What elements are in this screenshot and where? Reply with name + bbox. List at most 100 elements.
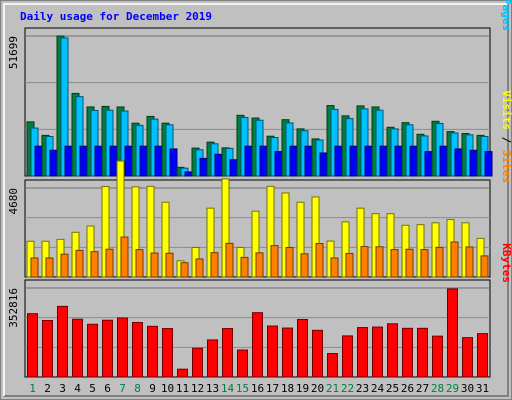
bar-sites-day-15 [240, 256, 249, 278]
panel-kbytes: 352816 KBytes [7, 243, 512, 378]
bar-kbytes-day-31 [477, 333, 488, 378]
chart-bevel [3, 3, 509, 397]
bar-pages-day-25 [394, 145, 403, 177]
y-max-label: 4680 [7, 188, 20, 215]
bar-kbytes-day-3 [57, 305, 68, 378]
bar-sites-day-19 [300, 253, 309, 278]
x-tick-label: 25 [386, 382, 399, 395]
bar-pages-day-29 [454, 148, 463, 177]
legend-entry-4: Pages [500, 0, 512, 31]
bar-sites-day-18 [285, 247, 294, 278]
bar-kbytes-day-14 [222, 328, 233, 378]
bar-kbytes-day-8 [132, 322, 143, 378]
bar-pages-day-2 [49, 149, 58, 177]
bar-sites-day-8 [135, 249, 144, 278]
bar-sites-day-11 [180, 262, 189, 278]
bar-kbytes-day-15 [237, 349, 248, 378]
bar-pages-day-22 [349, 145, 358, 177]
bar-pages-day-14 [229, 159, 238, 177]
x-tick-label: 9 [149, 382, 156, 395]
x-tick-label: 20 [311, 382, 324, 395]
x-tick-label: 11 [176, 382, 189, 395]
x-tick-label: 27 [416, 382, 429, 395]
x-tick-label: 31 [476, 382, 489, 395]
panel-visits_sites: 4680 Visits / Sites [7, 90, 512, 278]
bar-sites-day-23 [360, 246, 369, 278]
bar-pages-day-31 [484, 151, 493, 177]
bar-sites-day-27 [420, 249, 429, 278]
bar-pages-day-28 [439, 145, 448, 177]
bar-kbytes-day-20 [312, 329, 323, 378]
bar-sites-day-10 [165, 252, 174, 278]
legend-entry-0: Visits [500, 90, 512, 130]
bar-pages-day-7 [124, 145, 133, 177]
bar-kbytes-day-13 [207, 339, 218, 378]
x-tick-label: 30 [461, 382, 474, 395]
bar-pages-day-17 [274, 151, 283, 177]
bar-sites-day-7 [120, 236, 129, 278]
bar-pages-day-8 [139, 145, 148, 177]
bar-sites-day-24 [375, 246, 384, 278]
x-tick-label: 21 [326, 382, 339, 395]
bar-kbytes-day-9 [147, 325, 158, 378]
bar-kbytes-day-6 [102, 319, 113, 378]
bar-sites-day-1 [30, 257, 39, 278]
bar-sites-day-20 [315, 243, 324, 278]
bar-pages-day-1 [34, 145, 43, 177]
bar-pages-day-18 [289, 145, 298, 177]
bar-pages-day-19 [304, 145, 313, 177]
bar-kbytes-day-19 [297, 318, 308, 378]
bar-sites-day-17 [270, 245, 279, 278]
bar-kbytes-day-18 [282, 327, 293, 378]
bar-kbytes-day-5 [87, 323, 98, 378]
bar-kbytes-day-4 [72, 318, 83, 378]
bar-pages-day-12 [199, 157, 208, 177]
x-tick-label: 8 [134, 382, 141, 395]
chart-title: Daily usage for December 2019 [20, 10, 212, 23]
bar-sites-day-30 [465, 246, 474, 278]
bar-sites-day-28 [435, 246, 444, 278]
legend-entry-0: KBytes [500, 243, 512, 283]
bar-kbytes-day-30 [462, 337, 473, 378]
bar-sites-day-6 [105, 248, 114, 278]
bar-pages-day-9 [154, 145, 163, 177]
x-tick-label: 3 [59, 382, 66, 395]
bar-pages-day-24 [379, 145, 388, 177]
bar-sites-day-26 [405, 248, 414, 278]
bar-pages-day-26 [409, 145, 418, 177]
x-tick-label: 29 [446, 382, 459, 395]
x-tick-label: 19 [296, 382, 309, 395]
bar-pages-day-3 [64, 145, 73, 177]
x-tick-label: 12 [191, 382, 204, 395]
bar-kbytes-day-16 [252, 312, 263, 378]
bar-kbytes-day-25 [387, 323, 398, 378]
y-max-label: 352816 [7, 288, 20, 328]
bar-pages-day-5 [94, 145, 103, 177]
x-tick-label: 15 [236, 382, 249, 395]
x-tick-label: 24 [371, 382, 385, 395]
x-tick-label: 5 [89, 382, 96, 395]
x-tick-label: 4 [74, 382, 81, 395]
x-tick-label: 13 [206, 382, 219, 395]
bar-kbytes-day-27 [417, 327, 428, 378]
bar-sites-day-16 [255, 252, 264, 278]
bar-kbytes-day-23 [357, 327, 368, 378]
bar-pages-day-11 [184, 171, 193, 177]
bar-sites-day-9 [150, 252, 159, 278]
bar-kbytes-day-17 [267, 325, 278, 378]
bar-sites-day-4 [75, 249, 84, 278]
legend-entry-1: / [500, 130, 512, 150]
bar-pages-day-4 [79, 145, 88, 177]
series-legend: KBytes [500, 243, 512, 283]
bar-pages-day-30 [469, 149, 478, 177]
bar-pages-day-13 [214, 153, 223, 177]
bar-kbytes-day-21 [327, 353, 338, 378]
x-tick-label: 26 [401, 382, 414, 395]
bar-pages-day-21 [334, 145, 343, 177]
bar-kbytes-day-22 [342, 335, 353, 378]
bar-pages-day-16 [259, 145, 268, 177]
bar-kbytes-day-28 [432, 335, 443, 378]
x-tick-label: 2 [44, 382, 51, 395]
y-max-label: 51699 [7, 36, 20, 69]
